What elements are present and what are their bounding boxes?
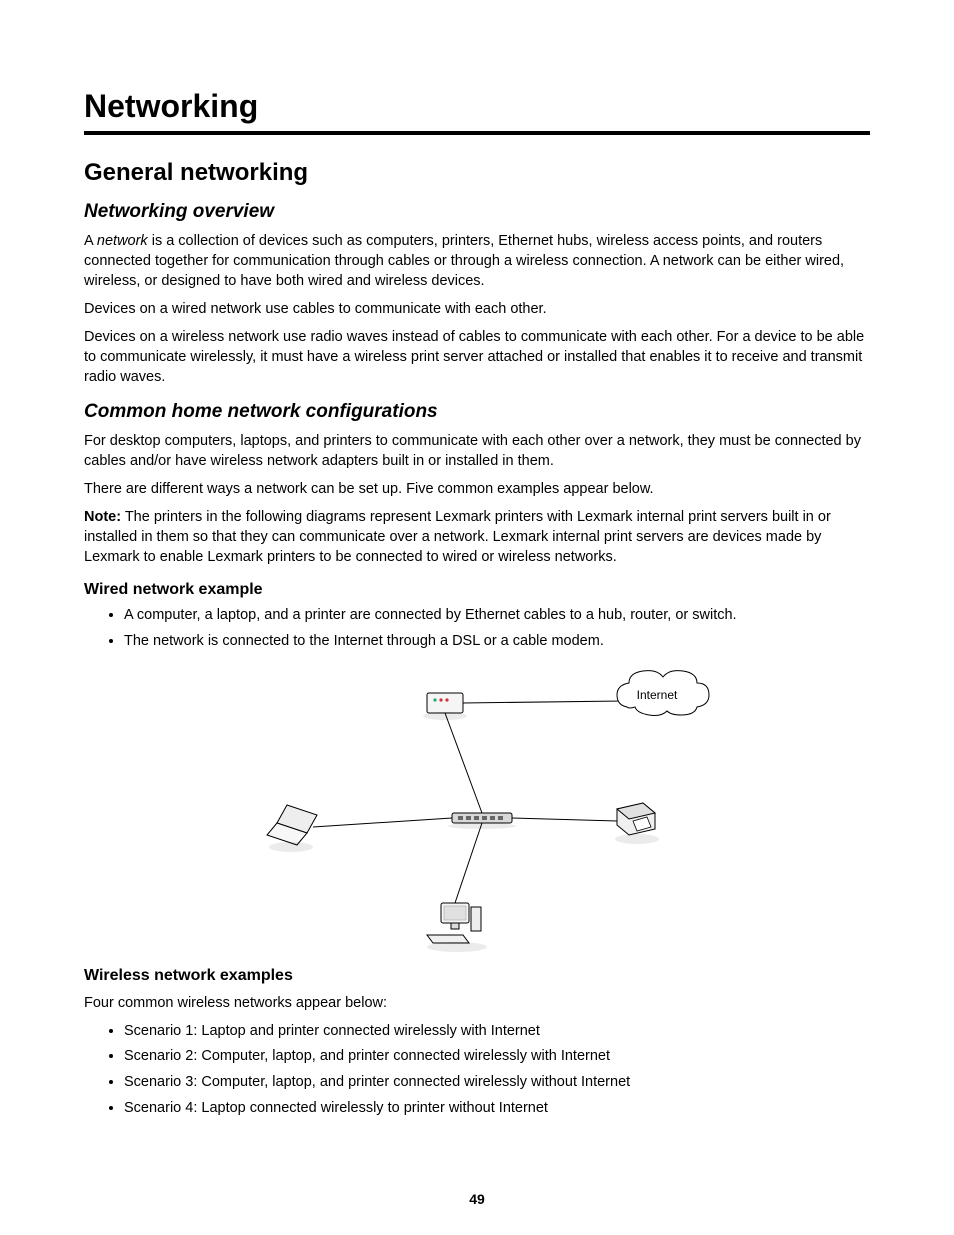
section-title: General networking bbox=[84, 159, 870, 187]
overview-heading: Networking overview bbox=[84, 201, 870, 223]
overview-p1-term: network bbox=[97, 233, 148, 249]
overview-p3: Devices on a wireless network use radio … bbox=[84, 327, 870, 387]
list-item: The network is connected to the Internet… bbox=[124, 631, 870, 653]
network-diagram: Internet bbox=[84, 663, 870, 953]
list-item: Scenario 4: Laptop connected wirelessly … bbox=[124, 1098, 870, 1120]
wired-heading: Wired network example bbox=[84, 581, 870, 599]
configs-note: Note: The printers in the following diag… bbox=[84, 507, 870, 567]
overview-p1-prefix: A bbox=[84, 233, 97, 249]
svg-text:Internet: Internet bbox=[637, 688, 678, 702]
list-item: Scenario 1: Laptop and printer connected… bbox=[124, 1021, 870, 1043]
wireless-intro: Four common wireless networks appear bel… bbox=[84, 993, 870, 1013]
note-label: Note: bbox=[84, 509, 121, 525]
configs-heading: Common home network configurations bbox=[84, 401, 870, 423]
chapter-title: Networking bbox=[84, 88, 870, 125]
list-item: Scenario 3: Computer, laptop, and printe… bbox=[124, 1072, 870, 1094]
chapter-rule bbox=[84, 131, 870, 135]
overview-p1: A network is a collection of devices suc… bbox=[84, 231, 870, 291]
overview-p1-rest: is a collection of devices such as compu… bbox=[84, 233, 844, 289]
wireless-scenarios: Scenario 1: Laptop and printer connected… bbox=[84, 1021, 870, 1120]
wired-bullets: A computer, a laptop, and a printer are … bbox=[84, 605, 870, 653]
overview-p2: Devices on a wired network use cables to… bbox=[84, 299, 870, 319]
note-body: The printers in the following diagrams r… bbox=[84, 509, 831, 565]
document-page: Networking General networking Networking… bbox=[0, 0, 954, 1235]
configs-p2: There are different ways a network can b… bbox=[84, 479, 870, 499]
wireless-heading: Wireless network examples bbox=[84, 967, 870, 985]
configs-p1: For desktop computers, laptops, and prin… bbox=[84, 431, 870, 471]
list-item: Scenario 2: Computer, laptop, and printe… bbox=[124, 1046, 870, 1068]
page-number: 49 bbox=[0, 1191, 954, 1207]
list-item: A computer, a laptop, and a printer are … bbox=[124, 605, 870, 627]
network-diagram-svg: Internet bbox=[227, 663, 727, 953]
